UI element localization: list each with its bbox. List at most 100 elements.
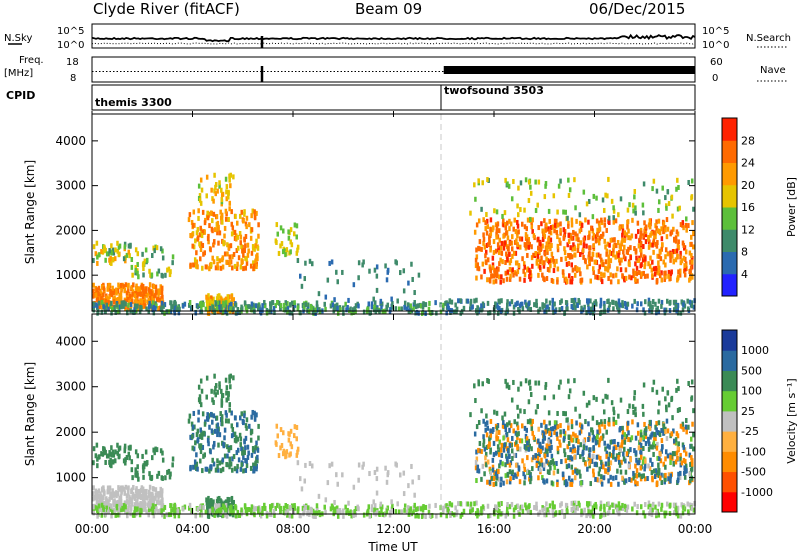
power-cell <box>619 196 623 202</box>
velocity-cell <box>577 439 580 445</box>
power-cell <box>649 242 652 248</box>
power-cell <box>580 309 583 315</box>
power-cell <box>527 179 531 185</box>
velocity-cell <box>277 503 281 509</box>
power-cell <box>666 251 670 257</box>
power-cell <box>654 241 657 247</box>
velocity-cell <box>243 413 246 419</box>
power-cell <box>192 209 196 215</box>
velocity-cell <box>157 494 160 500</box>
velocity-cell <box>239 436 243 442</box>
velocity-cell <box>607 461 610 467</box>
power-cell <box>306 302 310 308</box>
velocity-cell <box>201 431 204 437</box>
velocity-cell <box>139 500 142 506</box>
velocity-cell <box>544 429 547 435</box>
power-cell <box>502 278 505 284</box>
power-cell <box>663 310 667 316</box>
power-cell <box>263 303 267 309</box>
velocity-cell <box>158 500 161 506</box>
velocity-cell <box>502 420 505 426</box>
velocity-colorbar-swatch <box>722 390 737 412</box>
velocity-cell <box>143 506 147 512</box>
power-cell <box>156 271 159 277</box>
power-cell <box>202 302 205 308</box>
velocity-cell <box>485 462 488 468</box>
velocity-cell <box>206 503 209 509</box>
power-cell <box>542 236 545 242</box>
power-cell <box>602 309 606 315</box>
velocity-cell <box>195 461 199 467</box>
velocity-cell <box>413 492 416 498</box>
power-cell <box>621 232 624 238</box>
velocity-cell <box>230 410 233 416</box>
velocity-cell <box>230 496 234 502</box>
power-cell <box>674 304 678 310</box>
velocity-cell <box>323 504 326 510</box>
velocity-cell <box>608 504 611 510</box>
velocity-cell <box>656 441 659 447</box>
power-cell <box>114 309 118 315</box>
power-cell <box>585 243 588 249</box>
velocity-cell <box>482 418 485 424</box>
velocity-cell <box>523 425 527 431</box>
velocity-cell <box>228 378 231 384</box>
velocity-cell <box>504 423 507 429</box>
velocity-cell <box>410 463 413 469</box>
power-cell <box>628 202 631 208</box>
velocity-cell <box>612 509 615 515</box>
velocity-cell <box>233 431 237 437</box>
power-cell <box>485 218 489 224</box>
velocity-cell <box>189 434 192 440</box>
power-cell <box>546 250 549 256</box>
power-cell <box>216 220 220 226</box>
power-cell <box>344 301 347 307</box>
power-cell <box>496 242 500 248</box>
velocity-cell <box>660 472 663 478</box>
power-cell <box>530 224 534 230</box>
power-cell <box>482 240 485 246</box>
power-cell <box>204 264 208 270</box>
velocity-cell <box>553 420 557 426</box>
power-cell <box>599 234 603 240</box>
power-cell <box>534 251 537 257</box>
power-cell <box>505 251 508 257</box>
velocity-cell <box>397 509 401 515</box>
power-cell <box>108 282 112 288</box>
velocity-cell <box>561 472 565 478</box>
power-cell <box>246 252 250 258</box>
velocity-cell <box>103 446 106 452</box>
power-cell <box>581 247 585 253</box>
velocity-cell <box>654 468 658 474</box>
power-cell <box>646 273 649 279</box>
velocity-cell <box>525 436 529 442</box>
velocity-cell <box>276 502 279 508</box>
velocity-cell <box>152 447 155 453</box>
power-cell <box>587 198 591 204</box>
power-cell <box>602 272 606 278</box>
velocity-cell <box>225 385 229 391</box>
power-cell <box>486 300 490 306</box>
power-cell <box>514 260 518 266</box>
power-cell <box>199 301 202 307</box>
velocity-cell <box>215 415 219 421</box>
velocity-cell <box>680 460 684 466</box>
nsky-panel: N.Sky 10^5 10^0 10^5 10^0 N.Search <box>4 23 791 51</box>
power-cell <box>243 248 246 254</box>
power-cell <box>660 299 664 305</box>
velocity-cell <box>523 480 526 486</box>
power-cell <box>553 222 557 228</box>
power-cell <box>544 183 547 189</box>
power-cell <box>469 298 473 304</box>
power-cell <box>523 277 526 283</box>
power-cell <box>538 265 542 271</box>
power-cell <box>555 218 558 224</box>
power-cell <box>550 242 553 248</box>
velocity-cell <box>664 449 668 455</box>
power-cell <box>639 227 643 233</box>
power-cell <box>568 273 571 279</box>
velocity-cell <box>167 468 171 474</box>
power-cell <box>625 232 629 238</box>
velocity-cell <box>486 425 490 431</box>
